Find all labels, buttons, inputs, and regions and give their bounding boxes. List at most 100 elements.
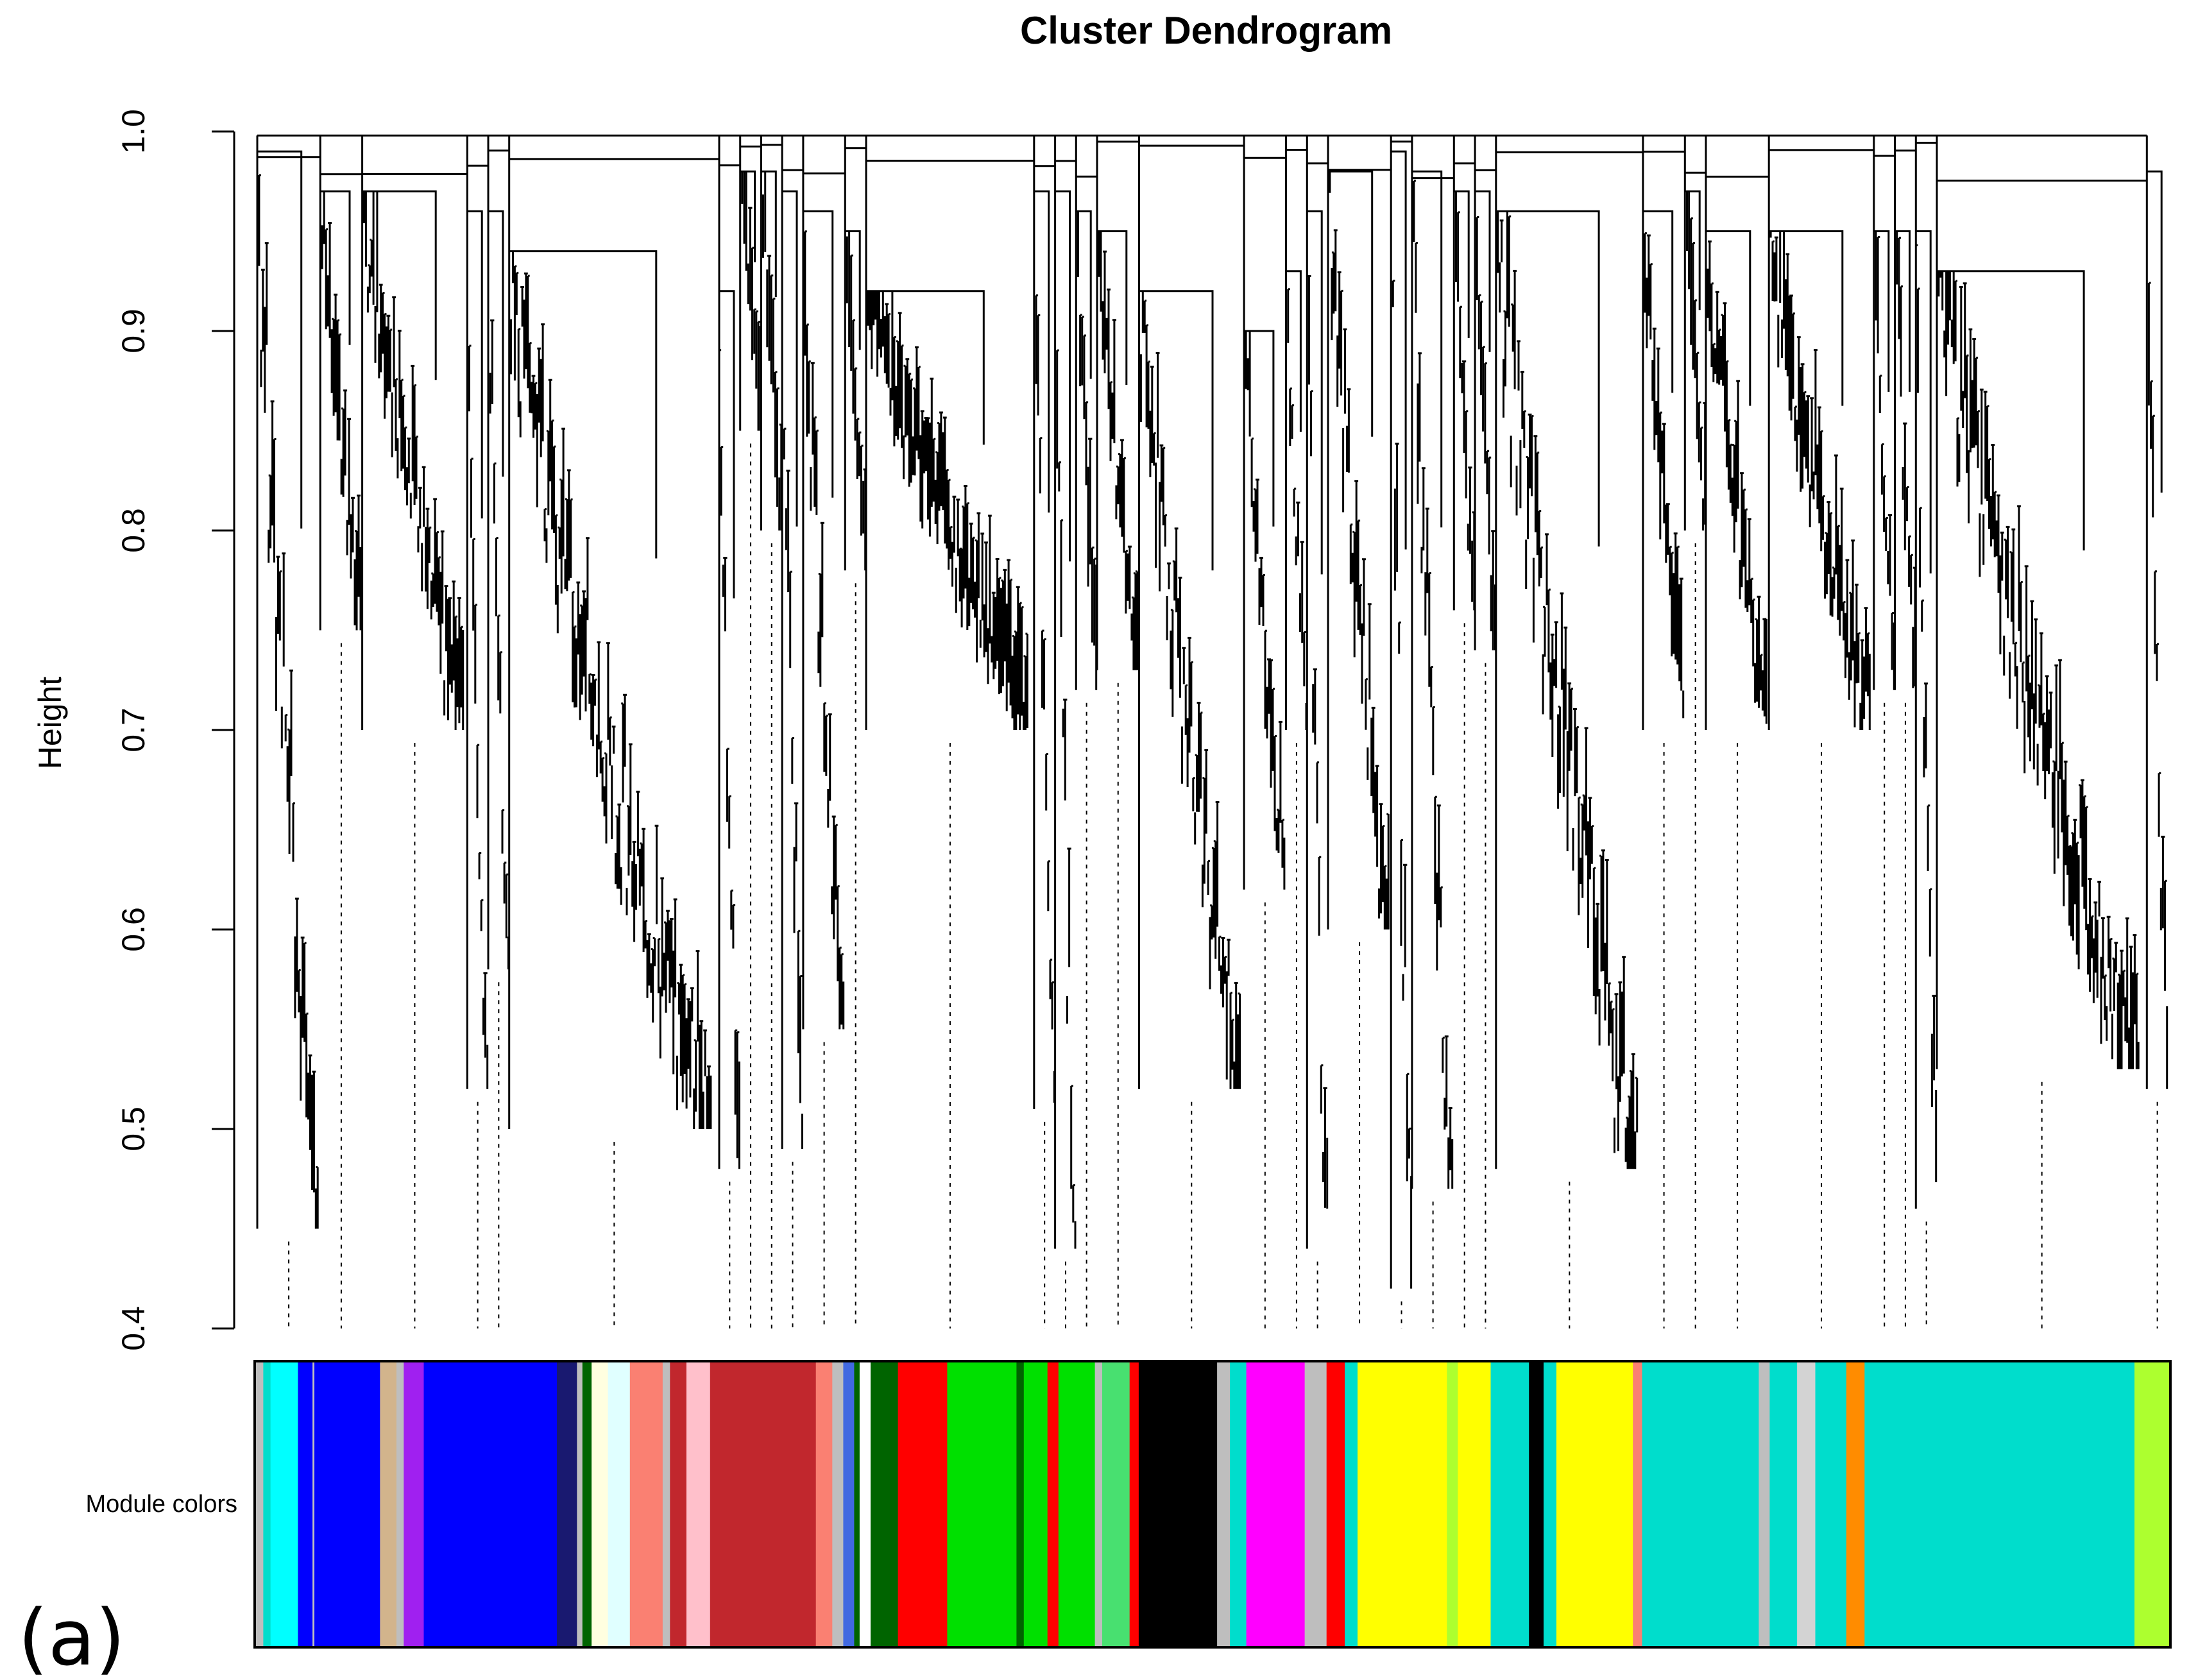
dendrogram-branch — [466, 135, 489, 1089]
module-color-segment — [1556, 1362, 1633, 1646]
module-color-segment — [710, 1362, 817, 1646]
module-color-segment — [1633, 1362, 1642, 1646]
dendrogram-branch — [508, 135, 712, 1129]
dendrogram-branch — [256, 135, 319, 1229]
module-color-segment — [1094, 1362, 1103, 1646]
y-tick-label: 0.9 — [115, 309, 151, 353]
module-color-segment — [1797, 1362, 1816, 1646]
module-color-segment — [815, 1362, 833, 1646]
module-color-segment — [1304, 1362, 1327, 1646]
module-color-segment — [670, 1362, 687, 1646]
module-color-segment — [1217, 1362, 1231, 1646]
module-color-segment — [404, 1362, 425, 1646]
module-color-segment — [1345, 1362, 1358, 1646]
dendrogram-branch — [1033, 135, 1055, 1109]
dendrogram-branch — [1054, 135, 1077, 1249]
dendrogram-branch — [2145, 135, 2168, 1089]
module-color-segment — [1815, 1362, 1847, 1646]
module-color-segment — [1023, 1362, 1048, 1646]
module-color-segment — [577, 1362, 583, 1646]
module-color-segment — [1642, 1362, 1759, 1646]
dendrogram-branch — [1411, 135, 1454, 1189]
module-color-band — [256, 1362, 2170, 1646]
module-color-segment — [270, 1362, 298, 1646]
module-color-segment — [1230, 1362, 1247, 1646]
module-color-segment — [1490, 1362, 1529, 1646]
dendrogram-branch — [1705, 135, 1767, 730]
y-tick-label: 0.8 — [115, 508, 151, 553]
y-tick-label: 0.5 — [115, 1107, 151, 1151]
module-color-segment — [843, 1362, 855, 1646]
module-color-segment — [1326, 1362, 1345, 1646]
dendrogram-branch — [1873, 135, 1895, 690]
dendrogram-branch — [1138, 135, 1241, 1089]
dendrogram-branch — [865, 135, 1028, 730]
module-color-segment — [898, 1362, 948, 1646]
module-color-segment — [1138, 1362, 1218, 1646]
module-color-segment — [592, 1362, 609, 1646]
module-color-segment — [1846, 1362, 1865, 1646]
module-color-segment — [686, 1362, 711, 1646]
dendrogram-root-merges — [257, 134, 2147, 182]
module-color-segment — [1047, 1362, 1059, 1646]
module-color-segment — [1016, 1362, 1025, 1646]
dendrogram-branch — [361, 135, 464, 730]
branch-guide-lines — [288, 443, 2158, 1328]
module-color-segment — [1129, 1362, 1139, 1646]
module-color-segment — [312, 1362, 315, 1646]
dendrogram-branch — [487, 135, 509, 970]
module-color-segment — [1769, 1362, 1798, 1646]
dendrogram-branch — [1096, 135, 1139, 670]
y-axis-label: Height — [32, 677, 68, 770]
module-color-segment — [1102, 1362, 1130, 1646]
module-color-segment — [1864, 1362, 2135, 1646]
module-color-segment — [380, 1362, 397, 1646]
dendrogram-branch — [760, 135, 783, 530]
y-tick-label: 1.0 — [115, 109, 151, 154]
module-color-segment — [859, 1362, 871, 1646]
module-color-segment — [263, 1362, 271, 1646]
panel-label: (a) — [18, 1594, 125, 1680]
dendrogram-branch — [1767, 135, 1871, 730]
dendrogram-branch — [1914, 135, 1938, 1209]
module-color-segment — [256, 1362, 264, 1646]
chart-title: Cluster Dendrogram — [1020, 9, 1392, 52]
module-color-segment — [1529, 1362, 1544, 1646]
dendrogram-branch — [1936, 135, 2140, 1069]
module-colors-label: Module colors — [85, 1491, 237, 1518]
dendrogram-branch — [319, 135, 362, 631]
module-color-segment — [557, 1362, 577, 1646]
dendrogram-branch — [1390, 135, 1413, 1289]
y-tick-label: 0.7 — [115, 708, 151, 752]
dendrogram-branch — [844, 135, 867, 571]
dendrogram-branch — [1642, 135, 1685, 730]
module-color-segment — [854, 1362, 860, 1646]
y-tick-label: 0.6 — [115, 907, 151, 952]
y-axis: 0.4 0.5 0.6 0.7 0.8 0.9 1.0 — [115, 109, 235, 1351]
y-tick-label: 0.4 — [115, 1306, 151, 1351]
dendrogram-branch — [781, 135, 803, 1150]
dendrogram-branch — [1327, 135, 1390, 929]
module-color-segment — [396, 1362, 404, 1646]
dendrogram-branch — [802, 135, 845, 1030]
module-color-segment — [832, 1362, 844, 1646]
module-color-segment — [423, 1362, 558, 1646]
dendrogram-branch — [739, 135, 762, 431]
module-color-segment — [1358, 1362, 1447, 1646]
module-color-segment — [1246, 1362, 1306, 1646]
module-color-segment — [1447, 1362, 1458, 1646]
module-color-segment — [1544, 1362, 1557, 1646]
dendrogram-tree — [256, 134, 2168, 1289]
module-color-segment — [314, 1362, 380, 1646]
dendrogram-branch — [1474, 135, 1496, 650]
module-color-segment — [662, 1362, 670, 1646]
dendrogram-branch — [718, 135, 740, 1169]
dendrogram-branch — [1285, 135, 1307, 730]
module-color-segment — [871, 1362, 899, 1646]
module-color-segment — [1058, 1362, 1096, 1646]
module-color-segment — [947, 1362, 1017, 1646]
module-color-band-frame — [253, 1360, 2172, 1649]
dendrogram-branch — [1683, 135, 1707, 530]
module-color-segment — [608, 1362, 631, 1646]
